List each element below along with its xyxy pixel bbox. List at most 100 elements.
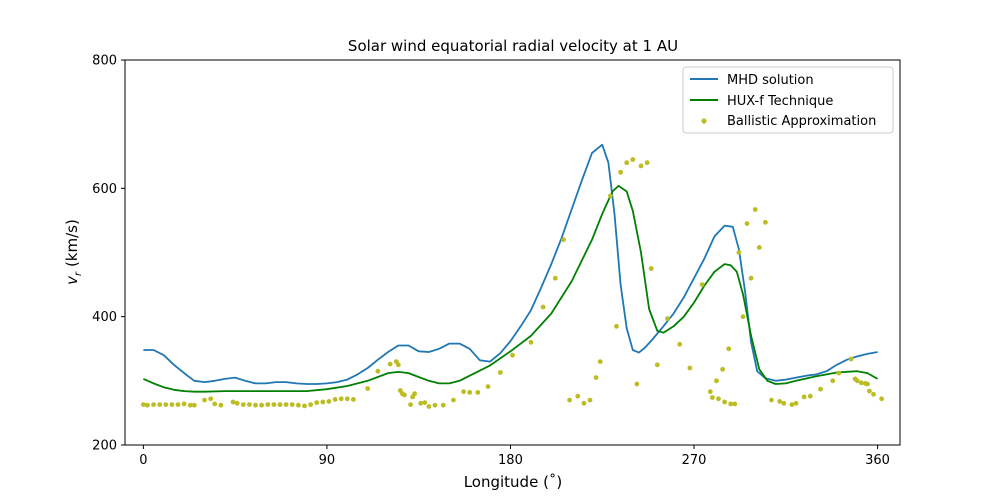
scatter-point (561, 237, 566, 243)
scatter-point (187, 402, 193, 408)
y-axis-label-symbol: v (63, 275, 81, 285)
legend-label-mhd: MHD solution (727, 73, 814, 88)
series-line-1 (143, 184, 879, 393)
y-tick-label: 800 (92, 54, 117, 69)
scatter-point (540, 304, 546, 310)
scatter-point (793, 400, 799, 406)
scatter-point (265, 402, 271, 407)
scatter-point (528, 339, 534, 345)
scatter-point (854, 378, 860, 384)
y-axis-label-unit: (km/s) (63, 219, 81, 272)
scatter-point (402, 392, 407, 398)
scatter-point (769, 397, 774, 403)
scatter-point (387, 361, 393, 367)
scatter-point (332, 397, 338, 402)
scatter-point (722, 399, 727, 405)
scatter-point (777, 399, 783, 404)
scatter-point (818, 386, 823, 392)
x-tick-label: 360 (865, 453, 890, 468)
y-axis-label-subscript: r (73, 271, 84, 276)
scatter-point (648, 266, 654, 271)
scatter-point (736, 250, 742, 255)
scatter-point (744, 221, 750, 227)
scatter-point (175, 402, 181, 407)
scatter-point (344, 396, 350, 402)
scatter-point (440, 402, 446, 408)
y-axis: 200 400 600 800 (92, 54, 125, 454)
scatter-point (614, 323, 619, 329)
scatter-point (289, 402, 295, 407)
scatter-point (230, 399, 236, 405)
scatter-point (240, 402, 246, 407)
scatter-point (644, 160, 650, 166)
scatter-point (212, 401, 218, 407)
scatter-point (432, 402, 438, 408)
scatter-point (422, 400, 428, 405)
y-tick-label: 200 (92, 439, 117, 454)
scatter-point (726, 346, 732, 352)
scatter-point (302, 403, 307, 409)
x-axis: 0 90 180 270 360 (139, 445, 890, 468)
scatter-point (867, 388, 872, 394)
scatter-point (145, 402, 150, 408)
scatter-point (191, 402, 197, 408)
legend-label-hux: HUX-f Technique (727, 94, 833, 109)
scatter-point (638, 163, 644, 169)
scatter-point (836, 370, 842, 376)
scatter-point (408, 402, 413, 407)
scatter-point (259, 402, 264, 408)
scatter-point (497, 370, 503, 375)
y-tick-label: 600 (92, 182, 117, 197)
scatter-point (157, 402, 163, 407)
series-line-0 (143, 143, 878, 385)
scatter-point (202, 397, 207, 403)
scatter-point (375, 368, 381, 374)
legend-swatch-ballistic (701, 118, 707, 124)
scatter-point (587, 397, 593, 403)
scatter-point (801, 394, 807, 400)
scatter-point (608, 193, 613, 199)
scatter-point (618, 169, 623, 175)
scatter-point (338, 396, 344, 402)
scatter-point (395, 362, 401, 368)
scatter-point (710, 395, 715, 400)
scatter-point (858, 380, 864, 386)
scatter-point (728, 401, 734, 407)
scatter-point (624, 160, 630, 166)
scatter-point (748, 275, 754, 281)
scatter-point (181, 401, 187, 407)
legend-label-ballistic: Ballistic Approximation (727, 114, 876, 129)
scatter-point (418, 400, 424, 406)
scatter-point (461, 389, 466, 395)
scatter-point (234, 400, 240, 406)
scatter-point (326, 399, 332, 404)
scatter-point (720, 366, 725, 372)
x-tick-label: 90 (319, 453, 336, 468)
scatter-point (699, 282, 705, 287)
scatter-point (467, 390, 473, 395)
scatter-point (320, 399, 326, 405)
legend: MHD solution HUX-f Technique Ballistic A… (682, 66, 894, 134)
scatter-point (879, 396, 884, 402)
scatter-point (634, 381, 640, 387)
scatter-point (277, 402, 283, 407)
scatter-point (208, 396, 214, 402)
scatter-point (475, 390, 481, 395)
scatter-point (630, 157, 636, 162)
scatter-point (871, 391, 876, 397)
scatter-point (593, 375, 599, 380)
scatter-point (308, 402, 313, 407)
scatter-point (581, 400, 587, 406)
scatter-point (654, 362, 660, 368)
scatter-point (781, 400, 787, 406)
scatter-point (865, 381, 870, 387)
scatter-point (296, 402, 301, 408)
scatter-point (830, 378, 836, 384)
scatter-point (763, 219, 768, 225)
scatter-point (283, 402, 289, 407)
x-axis-label: Longitude (˚) (464, 473, 563, 491)
scatter-point (677, 341, 683, 347)
scatter-point (218, 402, 224, 408)
scatter-point (848, 356, 854, 362)
